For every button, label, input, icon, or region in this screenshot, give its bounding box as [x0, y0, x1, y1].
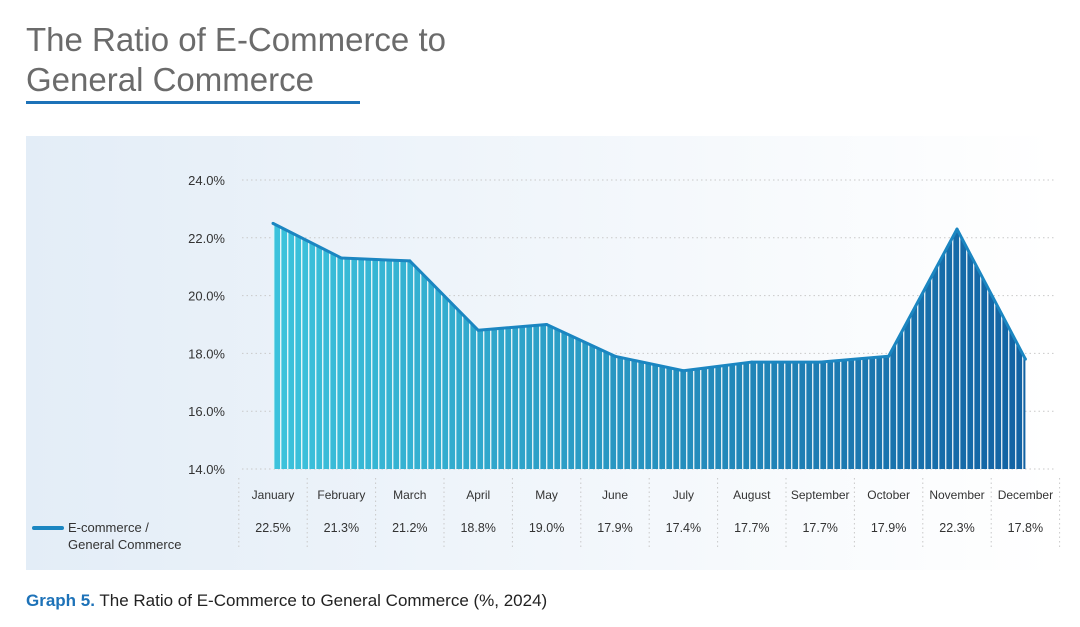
series-line [272, 222, 1027, 373]
x-tick-label: December [998, 488, 1053, 502]
legend-label-line-1: E-commerce / [68, 520, 149, 535]
value-label: 17.9% [871, 521, 906, 535]
data-point [681, 369, 685, 373]
y-tick-label: 16.0% [188, 404, 225, 419]
value-label: 17.7% [802, 521, 837, 535]
value-label: 19.0% [529, 521, 564, 535]
data-point [271, 221, 275, 225]
page-title: The Ratio of E-Commerce to General Comme… [26, 21, 446, 98]
x-tick-label: November [929, 488, 984, 502]
x-tick-label: August [733, 488, 771, 502]
value-label: 18.8% [460, 521, 495, 535]
value-label: 17.7% [734, 521, 769, 535]
x-tick-label: June [602, 488, 628, 502]
data-point [887, 354, 891, 358]
y-tick-label: 22.0% [188, 231, 225, 246]
data-point [408, 259, 412, 263]
y-tick-label: 20.0% [188, 289, 225, 304]
x-tick-label: September [791, 488, 850, 502]
x-tick-label: January [252, 488, 295, 502]
data-point [476, 328, 480, 332]
area-stripes [273, 223, 1026, 469]
x-tick-label: May [535, 488, 558, 502]
data-point [818, 360, 822, 364]
value-labels: 22.5% 21.3% 21.2% 18.8% 19.0% 17.9% 17.4% 17.7%… [255, 521, 1043, 535]
x-axis-ticks: January February March April May June July Augu… [252, 488, 1053, 502]
data-point [955, 227, 959, 231]
data-point [750, 360, 754, 364]
caption-text: The Ratio of E-Commerce to General Comme… [94, 591, 548, 610]
data-point [613, 354, 617, 358]
value-label: 17.4% [666, 521, 701, 535]
value-label: 21.2% [392, 521, 427, 535]
y-axis-ticks: 14.0% 16.0% 18.0% 20.0% 22.0% 24.0% [188, 173, 225, 477]
y-tick-label: 18.0% [188, 346, 225, 361]
figure-caption: Graph 5. The Ratio of E-Commerce to Gene… [26, 591, 547, 611]
data-point [1023, 357, 1027, 361]
value-label: 22.5% [255, 521, 290, 535]
area-series [271, 221, 1027, 469]
y-tick-label: 14.0% [188, 462, 225, 477]
y-tick-label: 24.0% [188, 173, 225, 188]
data-point [545, 323, 549, 326]
value-label: 17.8% [1008, 521, 1043, 535]
legend-label-line-2: General Commerce [68, 537, 181, 552]
x-tick-label: October [867, 488, 910, 502]
data-point [339, 256, 343, 260]
x-tick-label: July [673, 488, 694, 502]
value-label: 21.3% [324, 521, 359, 535]
value-label: 17.9% [597, 521, 632, 535]
value-label: 22.3% [939, 521, 974, 535]
x-tick-label: April [466, 488, 490, 502]
title-underline [26, 101, 360, 104]
caption-number: Graph 5. [26, 591, 95, 610]
legend: E-commerce / General Commerce [32, 520, 181, 552]
x-tick-label: March [393, 488, 426, 502]
x-tick-label: February [317, 488, 365, 502]
